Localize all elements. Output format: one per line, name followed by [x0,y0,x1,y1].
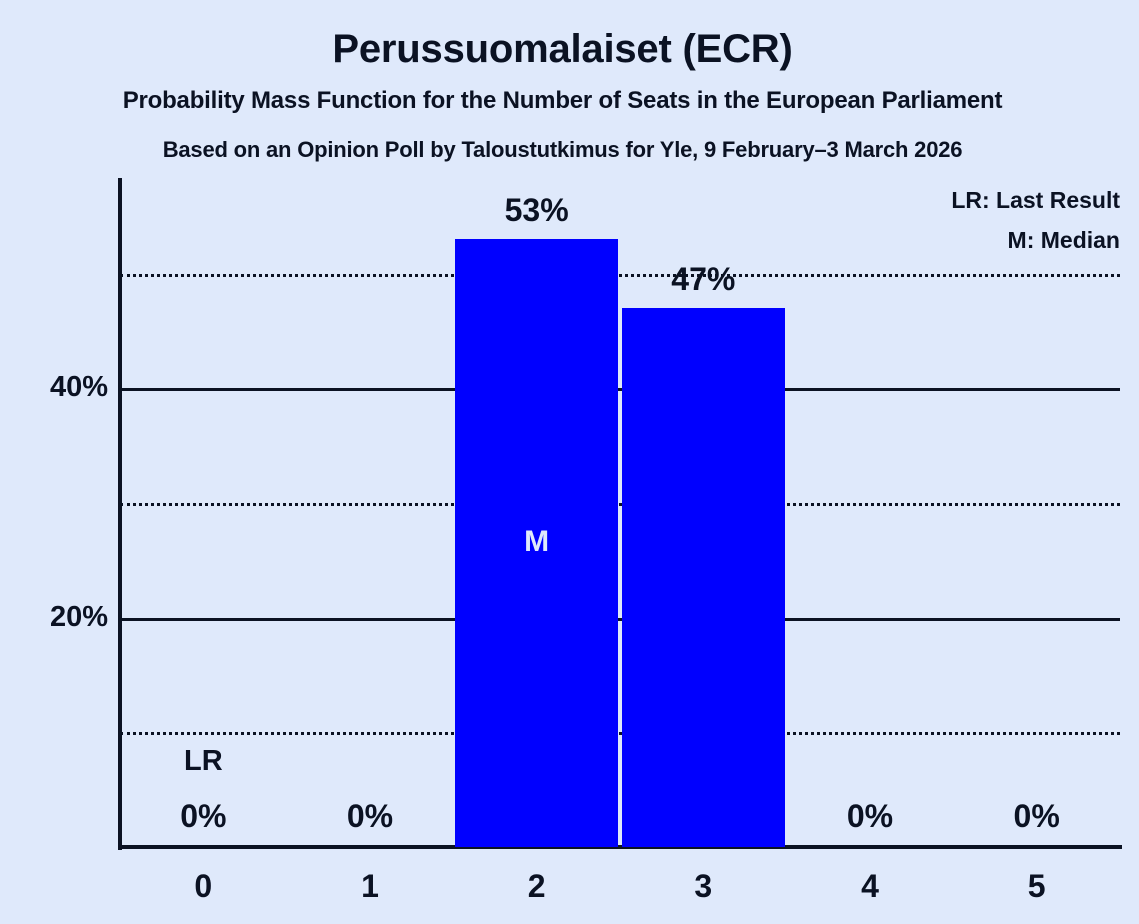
value-label-seats-1: 0% [346,798,394,834]
value-label-seats-3: 47% [671,260,736,297]
value-label-seats-4: 0% [846,798,894,834]
x-tick-label-3: 3 [694,868,713,904]
gridline-10 [120,732,1120,736]
gridline-50 [120,273,1120,277]
plot-area [120,178,1120,847]
last-result-marker: LR [183,745,223,777]
gridline-30 [120,502,1120,506]
gridline-20 [120,617,1120,621]
x-tick-label-2: 2 [527,868,546,904]
value-label-seats-5: 0% [1013,798,1060,834]
y-tick-label-40: 40% [49,371,108,404]
x-axis-line [118,845,1122,849]
y-tick-label-20: 20% [49,600,108,633]
x-tick-label-4: 4 [861,868,879,904]
legend-last-result: LR: Last Result [951,187,1120,213]
x-tick-label-1: 1 [361,868,379,904]
chart-subtitle: Probability Mass Function for the Number… [122,87,1003,114]
x-tick-label-5: 5 [1027,868,1046,904]
bar-seats-2[interactable] [454,239,619,847]
bar-seats-3[interactable] [621,307,786,847]
chart-source-note: Based on an Opinion Poll by Taloustutkim… [162,137,963,162]
x-tick-label-0: 0 [194,868,213,904]
gridline-40 [120,388,1120,392]
y-axis-line [118,178,122,850]
legend-median: M: Median [1007,227,1120,253]
median-marker: M [524,525,550,559]
value-label-seats-2: 53% [504,192,569,229]
page-title: Perussuomalaiset (ECR) [332,27,793,71]
value-label-seats-0: 0% [180,798,227,834]
